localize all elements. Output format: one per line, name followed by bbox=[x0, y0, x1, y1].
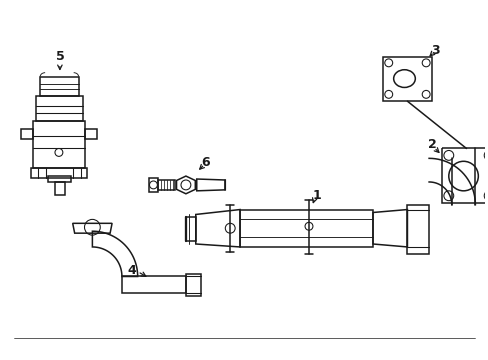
Text: 2: 2 bbox=[427, 138, 436, 151]
Text: 3: 3 bbox=[430, 44, 438, 57]
Text: 6: 6 bbox=[201, 156, 209, 169]
Text: 4: 4 bbox=[127, 264, 136, 277]
Text: 5: 5 bbox=[56, 50, 64, 63]
Text: 1: 1 bbox=[312, 189, 321, 202]
